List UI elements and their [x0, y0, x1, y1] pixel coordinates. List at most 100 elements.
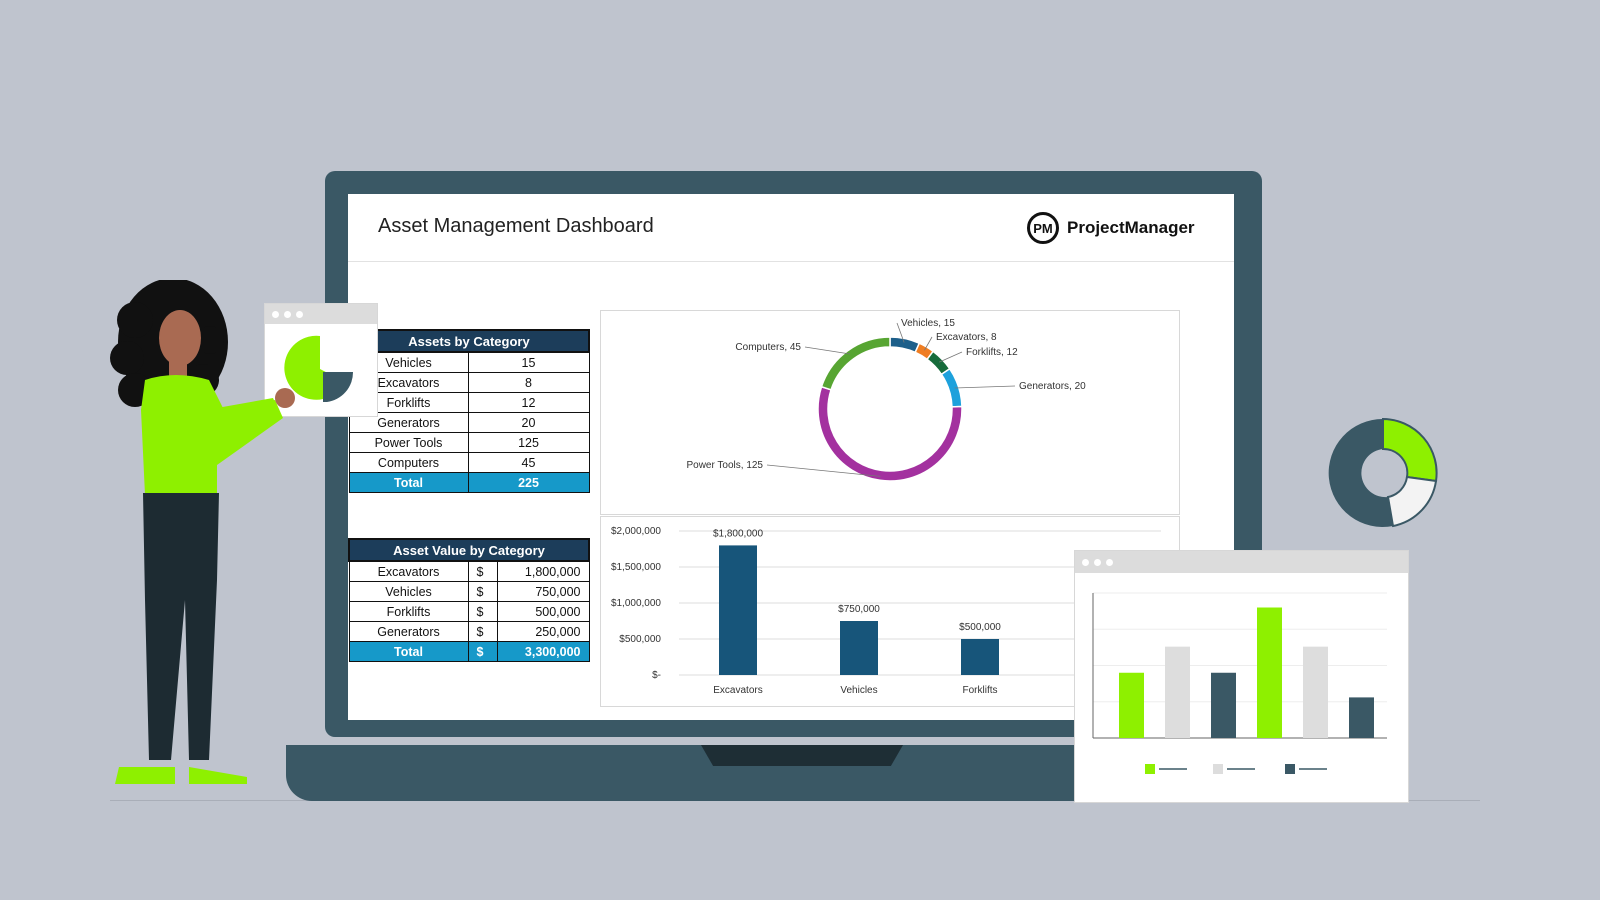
currency-cell: $: [467, 621, 498, 642]
currency-cell: $: [467, 560, 498, 582]
donut-data-label: Excavators, 8: [936, 332, 997, 343]
assets-table-header: Assets by Category: [348, 329, 590, 353]
bar-chart: $2,000,000 $1,500,000 $1,000,000 $500,000 $-…: [611, 526, 1161, 696]
leader-line: [954, 385, 1016, 389]
y-tick-label: $-: [652, 670, 661, 681]
card-titlebar: [265, 304, 377, 324]
count-cell: 125: [467, 432, 590, 453]
count-cell: 8: [467, 372, 590, 393]
currency-cell: $: [467, 581, 498, 602]
pie-chart-icon: [284, 335, 354, 402]
window-dot-icon: [1106, 558, 1113, 566]
pie-chart-card: [264, 303, 378, 417]
table-row: Generators 20: [348, 412, 590, 433]
donut-slice: [817, 385, 963, 482]
table-row: Power Tools 125: [348, 432, 590, 453]
leader-line: [924, 336, 933, 351]
count-cell: 20: [467, 412, 590, 433]
laptop-notch: [701, 745, 903, 766]
donut-chart-panel: Vehicles, 15 Excavators, 8 Forklifts, 12 Ge…: [600, 310, 1180, 515]
window-dot-icon: [1082, 558, 1089, 566]
y-tick-label: $2,000,000: [611, 526, 661, 537]
currency-cell: $: [467, 641, 498, 662]
value-cell: 250,000: [496, 621, 590, 642]
bar: [719, 545, 757, 675]
total-value: 225: [467, 472, 590, 493]
x-tick-label: Forklifts: [963, 685, 998, 696]
dashboard-title: Asset Management Dashboard: [378, 215, 654, 237]
value-table-header: Asset Value by Category: [348, 538, 590, 562]
mini-bar: [1211, 672, 1236, 738]
count-cell: 45: [467, 452, 590, 473]
projectmanager-logo-icon: PM: [1027, 212, 1059, 244]
category-cell: Power Tools: [348, 432, 469, 453]
header-divider: [348, 261, 1234, 262]
window-dot-icon: [272, 310, 279, 318]
window-titlebar: [1075, 551, 1408, 573]
category-cell: Excavators: [348, 560, 469, 582]
leader-line: [766, 464, 881, 477]
window-dot-icon: [1094, 558, 1101, 566]
value-cell: 750,000: [496, 581, 590, 602]
mini-bar: [1349, 697, 1374, 738]
table-row: Forklifts 12: [348, 392, 590, 413]
mini-bar: [1165, 646, 1190, 738]
y-tick-label: $500,000: [619, 634, 661, 645]
legend-swatch: [1145, 764, 1155, 774]
floating-chart-window: [1074, 550, 1409, 803]
mini-bar: [1303, 646, 1328, 738]
donut-chart: Vehicles, 15 Excavators, 8 Forklifts, 12 Ge…: [686, 318, 1086, 482]
total-label: Total: [348, 472, 469, 493]
y-tick-label: $1,000,000: [611, 598, 661, 609]
category-cell: Generators: [348, 621, 469, 642]
category-cell: Vehicles: [348, 581, 469, 602]
bar-data-label: $1,800,000: [713, 528, 763, 539]
category-cell: Computers: [348, 452, 469, 473]
table-row: Vehicles $750,000: [348, 581, 590, 602]
leader-line: [939, 351, 963, 363]
bar-data-label: $750,000: [838, 604, 880, 615]
bar-data-label: $500,000: [959, 622, 1001, 633]
currency-cell: $: [467, 601, 498, 622]
count-cell: 15: [467, 351, 590, 373]
table-row: Excavators $1,800,000: [348, 560, 590, 582]
mini-bar: [1257, 607, 1282, 738]
legend-swatch: [1285, 764, 1295, 774]
brand-name: ProjectManager: [1067, 218, 1195, 237]
value-cell: 500,000: [496, 601, 590, 622]
mini-bar: [1119, 672, 1144, 738]
decorative-donut-icon: [1328, 417, 1438, 528]
mini-bar-chart: [1092, 592, 1387, 774]
asset-value-table: Asset Value by Category Excavators $1,800…: [348, 538, 590, 662]
total-row: Total $3,300,000: [348, 641, 590, 662]
donut-data-label: Forklifts, 12: [966, 347, 1018, 358]
donut-data-label: Power Tools, 125: [686, 460, 763, 471]
bar: [840, 621, 878, 675]
assets-by-category-table: Assets by Category Vehicles 15 Excavators 8…: [348, 329, 590, 493]
donut-slice: [889, 336, 921, 354]
woman-illustration: [110, 280, 295, 784]
donut-data-label: Vehicles, 15: [901, 318, 955, 329]
donut-data-label: Generators, 20: [1019, 381, 1086, 392]
total-row: Total 225: [348, 472, 590, 493]
count-cell: 12: [467, 392, 590, 413]
total-label: Total: [348, 641, 469, 662]
window-dot-icon: [296, 310, 303, 318]
x-tick-label: Vehicles: [840, 685, 877, 696]
window-dot-icon: [284, 310, 291, 318]
category-cell: Generators: [348, 412, 469, 433]
brand[interactable]: PM ProjectManager: [1027, 212, 1195, 244]
table-row: Vehicles 15: [348, 351, 590, 373]
leader-line: [804, 346, 851, 355]
leader-line: [896, 322, 905, 343]
total-value: 3,300,000: [496, 641, 590, 662]
category-cell: Forklifts: [348, 601, 469, 622]
table-row: Generators $250,000: [348, 621, 590, 642]
table-row: Excavators 8: [348, 372, 590, 393]
y-tick-label: $1,500,000: [611, 562, 661, 573]
table-row: Computers 45: [348, 452, 590, 473]
bar: [961, 639, 999, 675]
table-row: Forklifts $500,000: [348, 601, 590, 622]
x-tick-label: Excavators: [713, 685, 762, 696]
donut-data-label: Computers, 45: [735, 342, 801, 353]
